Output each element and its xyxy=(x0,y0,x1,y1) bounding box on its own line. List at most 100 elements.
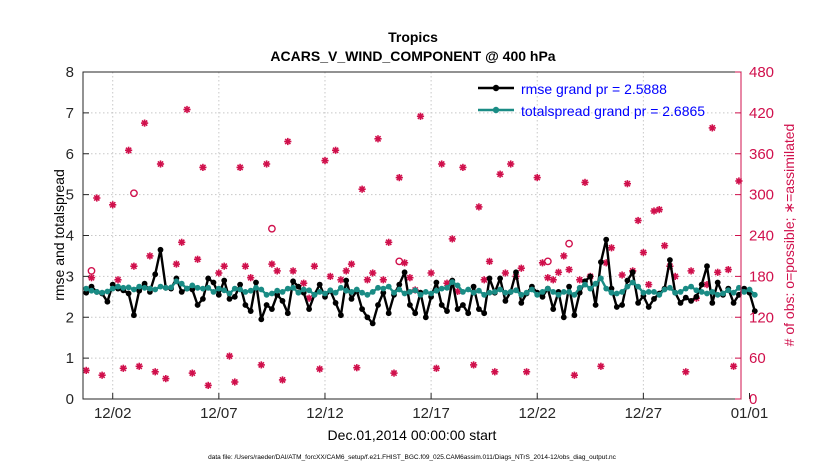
obs-possible-point xyxy=(543,257,552,266)
totalspread-point xyxy=(417,291,424,298)
totalspread-point xyxy=(375,284,381,291)
x-tick-label: 12/22 xyxy=(518,405,556,422)
rmse-point xyxy=(221,277,228,284)
totalspread-point xyxy=(682,285,689,292)
obs-assimilated-point xyxy=(459,163,467,171)
totalspread-point xyxy=(412,287,419,294)
obs-assimilated-point-part xyxy=(417,113,424,120)
rmse-point xyxy=(338,312,344,319)
totalspread-point xyxy=(449,279,456,285)
obs-assimilated-point-part xyxy=(146,252,154,260)
obs-assimilated-point-part xyxy=(109,201,116,208)
totalspread-point xyxy=(571,291,578,298)
rmse-point xyxy=(152,271,159,278)
totalspread-point xyxy=(645,289,652,295)
obs-assimilated-point-part xyxy=(544,274,551,281)
obs-assimilated-point xyxy=(284,137,292,146)
obs-assimilated-point-part xyxy=(327,273,334,280)
rmse-point xyxy=(624,277,631,284)
y-tick-label: 5 xyxy=(66,187,74,204)
obs-assimilated-point xyxy=(369,269,377,277)
series-layer xyxy=(83,236,758,327)
totalspread-point xyxy=(359,289,365,296)
totalspread-point xyxy=(348,289,355,295)
legend-spread-label: totalspread grand pr = 2.6865 xyxy=(521,103,705,119)
rmse-point xyxy=(396,281,403,288)
y-axis-label: rmse and totalspread xyxy=(51,169,67,301)
obs-assimilated-point xyxy=(438,160,446,168)
obs-assimilated-point xyxy=(480,276,488,284)
rmse-point xyxy=(513,269,519,276)
rmse-point xyxy=(677,300,684,306)
totalspread-point xyxy=(247,287,254,294)
totalspread-point xyxy=(656,291,663,298)
legend: rmse grand pr = 2.5888 totalspread grand… xyxy=(478,81,705,119)
y2-axis-label: # of obs: o=possible; ∗=assimilated xyxy=(781,124,797,347)
totalspread-point xyxy=(83,285,90,292)
rmse-point xyxy=(136,287,143,294)
obs-assimilated-point xyxy=(231,378,239,386)
obs-assimilated-point xyxy=(660,242,669,250)
rmse-point xyxy=(375,302,381,308)
totalspread-point xyxy=(231,285,238,292)
rmse-point xyxy=(629,269,636,276)
obs-possible-point xyxy=(565,239,573,248)
obs-assimilated-point xyxy=(517,264,525,272)
obs-assimilated-point-part xyxy=(263,160,270,168)
obs-assimilated-point xyxy=(156,160,165,168)
obs-assimilated-point xyxy=(188,369,196,377)
rmse-point xyxy=(237,281,244,288)
totalspread-point xyxy=(704,290,710,297)
totalspread-point xyxy=(93,289,100,295)
totalspread-point xyxy=(279,289,286,295)
obs-assimilated-point xyxy=(225,352,234,360)
obs-assimilated-point-part xyxy=(438,160,445,168)
totalspread-point xyxy=(534,291,541,298)
totalspread-point xyxy=(465,286,472,293)
obs-assimilated-point-part xyxy=(550,276,557,283)
legend-rmse-label: rmse grand pr = 2.5888 xyxy=(521,81,667,97)
totalspread-point xyxy=(396,286,403,293)
totalspread-point xyxy=(566,289,572,295)
x-tick-label: 12/17 xyxy=(412,405,450,422)
rmse-point xyxy=(693,293,700,300)
obs-assimilated-point-part xyxy=(571,372,578,379)
totalspread-point xyxy=(369,289,376,295)
obs-assimilated-point-part xyxy=(221,263,228,270)
obs-assimilated-point xyxy=(634,216,642,225)
obs-assimilated-point xyxy=(427,269,435,277)
rmse-point xyxy=(109,281,116,288)
rmse-point xyxy=(550,306,557,312)
obs-assimilated-point-part xyxy=(311,263,318,270)
obs-assimilated-point xyxy=(374,135,382,143)
rmse-point xyxy=(736,291,742,298)
totalspread-point xyxy=(667,284,673,291)
obs-assimilated-point-part xyxy=(385,239,392,246)
obs-assimilated-point xyxy=(485,257,494,265)
y2-tick-label: 60 xyxy=(749,350,766,367)
totalspread-point xyxy=(608,289,615,296)
obs-assimilated-point-part xyxy=(401,259,408,266)
rmse-point xyxy=(518,300,525,306)
obs-assimilated-point xyxy=(236,163,244,171)
totalspread-point xyxy=(640,289,647,296)
totalspread-point xyxy=(582,281,588,288)
obs-assimilated-point xyxy=(347,260,356,268)
totalspread-point xyxy=(598,275,604,282)
obs-assimilated-point-part xyxy=(93,194,100,202)
totalspread-point xyxy=(274,287,281,294)
y-tick-label: 2 xyxy=(66,309,74,326)
obs-assimilated-point-part xyxy=(486,258,493,265)
obs-assimilated-point-part xyxy=(640,249,647,256)
obs-assimilated-point-part xyxy=(481,276,488,283)
obs-assimilated-point xyxy=(119,364,127,372)
rmse-point xyxy=(332,300,339,306)
totalspread-point xyxy=(115,283,121,290)
rmse-point xyxy=(189,286,196,293)
obs-assimilated-point-part xyxy=(236,164,244,171)
obs-assimilated-point xyxy=(470,361,478,369)
obs-assimilated-point xyxy=(141,119,149,127)
rmse-point xyxy=(407,302,413,308)
totalspread-point xyxy=(131,286,137,293)
totalspread-point xyxy=(353,286,360,293)
